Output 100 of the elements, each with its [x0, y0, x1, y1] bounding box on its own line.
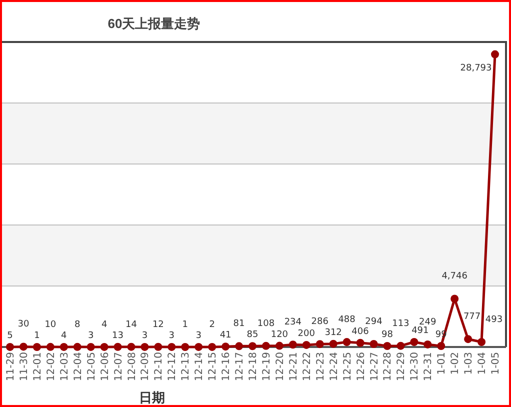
data-label: 30 [18, 320, 30, 330]
point [370, 340, 378, 348]
x-tick-label: 12-14 [194, 352, 206, 382]
x-tick-label: 1-01 [436, 352, 448, 375]
data-label: 1 [34, 330, 40, 341]
data-label: 491 [412, 326, 429, 336]
x-tick-label: 12-17 [234, 352, 246, 382]
point [86, 342, 95, 351]
data-label: 41 [220, 330, 232, 341]
x-tick-label: 12-05 [86, 352, 98, 382]
data-label: 4 [101, 320, 108, 330]
point [114, 342, 122, 351]
data-label: 234 [284, 318, 302, 328]
point [410, 338, 418, 346]
data-label: 5 [7, 330, 13, 341]
x-tick-label: 12-08 [126, 352, 138, 382]
data-label: 113 [392, 318, 410, 329]
point [396, 342, 405, 350]
point [154, 342, 162, 351]
point [450, 294, 459, 303]
point [424, 340, 432, 348]
data-label: 406 [352, 326, 370, 337]
x-tick-label: 12-25 [342, 352, 354, 382]
point [100, 342, 108, 351]
data-label: 249 [419, 317, 436, 328]
point [140, 342, 149, 351]
x-tick-label: 1-05 [490, 352, 502, 375]
x-tick-label: 12-06 [100, 352, 111, 382]
point [60, 342, 68, 351]
x-tick-label: 11-30 [18, 352, 30, 382]
point [491, 50, 499, 58]
data-label: 286 [311, 317, 329, 328]
point [168, 342, 176, 351]
data-label: 12 [152, 320, 164, 330]
data-label: 8 [74, 320, 80, 330]
point [19, 342, 28, 351]
point [464, 335, 472, 344]
data-label: 4,746 [442, 272, 468, 282]
data-label: 3 [88, 330, 94, 341]
x-axis-title: 日期 [139, 390, 165, 405]
x-tick-label: 12-19 [261, 352, 272, 382]
x-tick-label: 12-02 [46, 352, 57, 382]
point [127, 342, 136, 351]
x-tick-label: 1-03 [464, 352, 475, 375]
data-label: 200 [298, 328, 316, 339]
point [342, 338, 351, 346]
chart-title: 60天上报量走势 [108, 16, 200, 31]
data-label: 13 [112, 330, 124, 341]
point [46, 342, 54, 351]
data-label: 3 [142, 330, 148, 341]
x-tick-label: 12-01 [32, 352, 44, 382]
x-tick-label: 12-15 [208, 352, 219, 382]
point [32, 342, 41, 351]
x-tick-label: 12-21 [288, 352, 300, 382]
point [194, 342, 203, 351]
x-tick-label: 12-20 [274, 352, 286, 382]
x-tick-label: 12-04 [72, 352, 84, 382]
point [275, 342, 284, 350]
x-tick-label: 12-10 [154, 352, 165, 382]
x-tick-label: 12-13 [180, 352, 192, 382]
data-label: 98 [381, 330, 394, 340]
data-label: 3 [168, 330, 175, 341]
point [222, 342, 230, 351]
point [437, 342, 446, 350]
point [383, 342, 392, 350]
x-tick-label: 12-31 [423, 352, 434, 382]
point [478, 338, 486, 346]
point [235, 342, 244, 350]
data-label: 10 [44, 320, 56, 330]
x-tick-label: 12-07 [113, 352, 124, 382]
data-label: 108 [257, 318, 275, 329]
data-label: 312 [324, 328, 342, 338]
data-label: 85 [246, 330, 258, 340]
x-tick-label: 1-02 [450, 352, 462, 375]
x-tick-label: 12-03 [59, 352, 70, 382]
data-label: 294 [365, 317, 383, 328]
data-label: 1 [182, 320, 188, 330]
x-tick-label: 11-29 [6, 352, 16, 382]
point [262, 342, 270, 350]
point [288, 340, 297, 349]
data-label: 4 [61, 330, 68, 341]
data-label: 493 [485, 314, 503, 325]
x-tick-label: 12-28 [382, 352, 394, 382]
data-label: 777 [463, 312, 481, 322]
x-tick-label: 12-24 [328, 352, 340, 382]
data-label: 3 [196, 330, 202, 341]
point [356, 338, 364, 347]
x-tick-label: 12-22 [302, 352, 313, 382]
data-label: 81 [233, 319, 245, 330]
point [73, 342, 82, 351]
x-tick-label: 12-27 [369, 352, 380, 382]
x-tick-label: 1-04 [477, 352, 488, 375]
point [181, 342, 190, 351]
data-label: 14 [126, 320, 138, 330]
x-tick-label: 12-30 [410, 352, 421, 382]
x-tick-label: 12-12 [167, 352, 178, 382]
x-tick-label: 12-29 [396, 352, 408, 382]
point [6, 342, 14, 351]
data-label: 2 [209, 320, 215, 330]
data-label: 28,793 [460, 63, 492, 74]
